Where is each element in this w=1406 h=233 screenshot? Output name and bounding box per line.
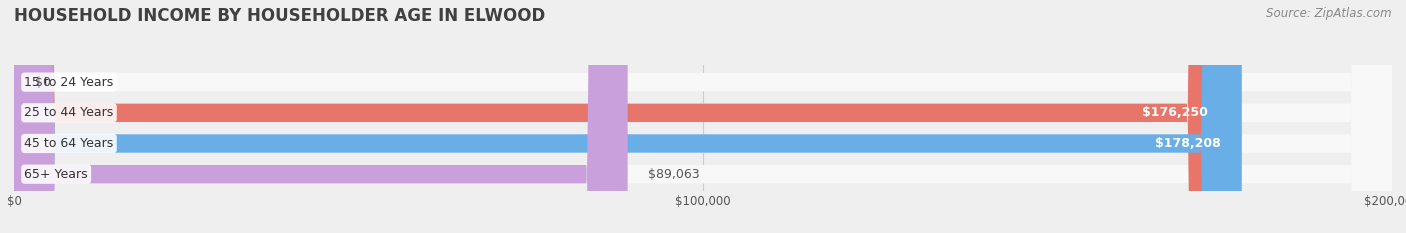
FancyBboxPatch shape — [14, 0, 1392, 233]
FancyBboxPatch shape — [14, 0, 1229, 233]
Text: $178,208: $178,208 — [1156, 137, 1222, 150]
Text: 65+ Years: 65+ Years — [24, 168, 89, 181]
Text: 25 to 44 Years: 25 to 44 Years — [24, 106, 114, 119]
FancyBboxPatch shape — [14, 0, 627, 233]
Text: 15 to 24 Years: 15 to 24 Years — [24, 76, 114, 89]
FancyBboxPatch shape — [14, 0, 1392, 233]
Text: $176,250: $176,250 — [1142, 106, 1208, 119]
Text: $0: $0 — [35, 76, 51, 89]
Text: Source: ZipAtlas.com: Source: ZipAtlas.com — [1267, 7, 1392, 20]
Text: $89,063: $89,063 — [648, 168, 700, 181]
Text: HOUSEHOLD INCOME BY HOUSEHOLDER AGE IN ELWOOD: HOUSEHOLD INCOME BY HOUSEHOLDER AGE IN E… — [14, 7, 546, 25]
FancyBboxPatch shape — [14, 0, 1392, 233]
FancyBboxPatch shape — [14, 0, 1392, 233]
FancyBboxPatch shape — [14, 0, 1241, 233]
Text: 45 to 64 Years: 45 to 64 Years — [24, 137, 114, 150]
